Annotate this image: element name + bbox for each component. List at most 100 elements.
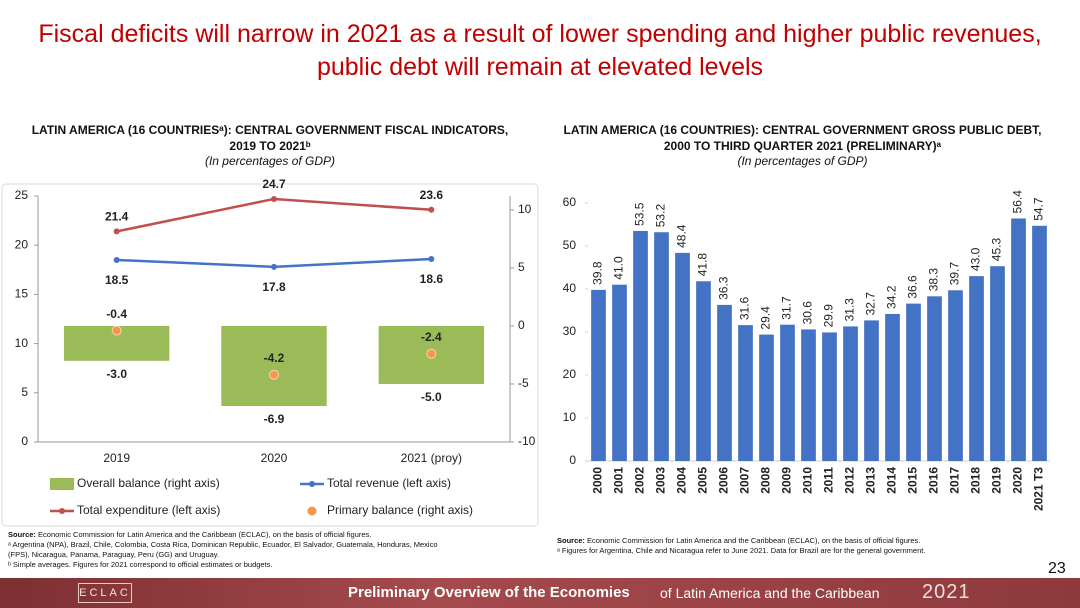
data-label: -4.2	[264, 351, 285, 365]
x-tick-label: 2017	[948, 467, 962, 494]
data-label: -5.0	[421, 390, 442, 404]
chart-frame	[1, 183, 539, 527]
data-label: 18.6	[420, 272, 444, 286]
bar	[801, 329, 816, 461]
source-block: Source: Economic Commission for Latin Am…	[557, 536, 1027, 556]
data-label: 53.5	[633, 202, 647, 226]
data-label: -2.4	[421, 330, 442, 344]
x-tick-label: 2011	[822, 467, 836, 493]
line-marker	[271, 263, 277, 270]
x-tick-label: 2019	[990, 467, 1004, 494]
y2-tick-label: -10	[518, 434, 536, 448]
data-label: 18.5	[105, 273, 129, 287]
y-tick-label: 5	[21, 385, 28, 399]
data-label: 23.6	[420, 188, 444, 202]
bar	[696, 281, 711, 461]
data-label: 45.3	[990, 238, 1004, 262]
note: ᵃ Argentina (NPA), Brazil, Chile, Colomb…	[8, 540, 438, 559]
footer-subtitle: of Latin America and the Caribbean	[660, 585, 880, 601]
bar	[591, 289, 606, 461]
line-marker	[428, 206, 435, 213]
chart-subtitle: (In percentages of GDP)	[737, 154, 868, 168]
data-label: 48.4	[675, 224, 689, 248]
source-block: Source: Economic Commission for Latin Am…	[8, 530, 458, 570]
data-label: 34.2	[885, 285, 899, 309]
data-label: 56.4	[1011, 190, 1025, 214]
point	[426, 348, 437, 359]
data-label: -0.4	[106, 307, 127, 321]
line-marker	[113, 256, 120, 263]
logo: ECLAC	[78, 583, 132, 603]
x-tick-label: 2009	[780, 467, 794, 494]
bar	[759, 334, 774, 461]
legend-swatch	[307, 506, 317, 516]
y-tick-label: 0	[569, 453, 576, 467]
x-tick-label: 2012	[843, 467, 857, 494]
bar	[1032, 225, 1047, 461]
bar	[654, 232, 669, 461]
y-tick-label: 0	[21, 434, 28, 448]
footer-title: Preliminary Overview of the Economies	[348, 584, 630, 601]
y-tick-label: 40	[563, 281, 577, 295]
bar	[633, 230, 648, 461]
y-tick-label: 60	[563, 195, 577, 209]
legend-label: Primary balance (right axis)	[327, 503, 473, 517]
y2-tick-label: 10	[518, 202, 532, 216]
data-label: 24.7	[262, 177, 286, 191]
data-label: -3.0	[106, 367, 127, 381]
data-label: 41.8	[696, 253, 710, 277]
y-tick-label: 50	[563, 238, 577, 252]
bar	[221, 325, 327, 407]
y2-tick-label: 0	[518, 318, 525, 332]
data-label: 30.6	[801, 301, 815, 325]
line-marker	[271, 195, 277, 202]
y-tick-label: 20	[15, 237, 29, 251]
data-label: 39.8	[591, 261, 605, 285]
x-tick-label: 2007	[738, 467, 752, 494]
bar	[1011, 218, 1026, 461]
bar	[864, 320, 879, 461]
source-text: Economic Commission for Latin America an…	[38, 530, 372, 539]
x-tick-label: 2015	[906, 467, 920, 494]
footer: ECLAC Preliminary Overview of the Econom…	[0, 578, 1080, 608]
data-label: 31.7	[780, 296, 794, 320]
x-tick-label: 2020	[261, 451, 288, 465]
x-tick-label: 2001	[612, 467, 626, 494]
data-label: 36.3	[717, 276, 731, 300]
page-number: 23	[1048, 560, 1066, 577]
y-tick-label: 10	[563, 410, 577, 424]
bar	[906, 303, 921, 461]
line-marker	[428, 255, 435, 262]
data-label: 43.0	[969, 247, 983, 271]
note: ᵃ Figures for Argentina, Chile and Nicar…	[557, 546, 926, 555]
bar	[948, 290, 963, 461]
bar	[612, 284, 627, 461]
x-tick-label: 2010	[801, 467, 815, 494]
note: ᵇ Simple averages. Figures for 2021 corr…	[8, 560, 273, 569]
chart-title: LATIN AMERICA (16 COUNTRIESᵃ): CENTRAL G…	[31, 123, 509, 153]
y-tick-label: 20	[563, 367, 577, 381]
line-marker	[113, 228, 120, 235]
source-label: Source:	[557, 536, 585, 545]
bar	[822, 332, 837, 461]
legend-label: Overall balance (right axis)	[77, 476, 220, 490]
slide-title: Fiscal deficits will narrow in 2021 as a…	[38, 20, 1042, 81]
bar	[927, 296, 942, 461]
bar	[738, 325, 753, 461]
legend-label: Total expenditure (left axis)	[77, 503, 220, 517]
bar	[885, 313, 900, 461]
x-tick-label: 2021 T3	[1032, 467, 1046, 511]
x-tick-label: 2006	[717, 467, 731, 494]
bar	[675, 252, 690, 461]
data-label: 21.4	[105, 210, 129, 224]
line	[116, 197, 432, 233]
data-label: 17.8	[262, 280, 286, 294]
x-tick-label: 2005	[696, 467, 710, 494]
x-tick-label: 2014	[885, 467, 899, 494]
chart-subtitle: (In percentages of GDP)	[204, 154, 336, 168]
data-label: 39.7	[948, 262, 962, 286]
y2-tick-label: -5	[518, 376, 529, 390]
source: Source: Economic Commission for Latin Am…	[557, 536, 1027, 546]
